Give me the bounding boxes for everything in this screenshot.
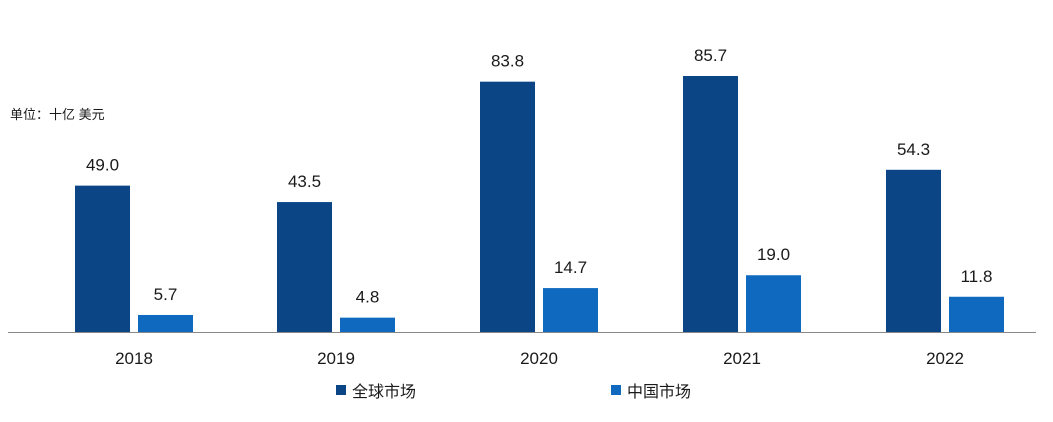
bar-global-2020 xyxy=(480,81,535,332)
data-label-global-2022: 54.3 xyxy=(897,140,930,159)
legend-item-china: 中国市场 xyxy=(611,378,691,402)
x-tick-label-2020: 2020 xyxy=(520,349,558,368)
legend-swatch-global xyxy=(336,385,346,395)
data-label-china-2019: 4.8 xyxy=(356,288,380,307)
data-label-global-2018: 49.0 xyxy=(86,156,119,175)
legend-label-china: 中国市场 xyxy=(627,384,692,401)
bar-china-2018 xyxy=(138,314,193,332)
bar-china-2019 xyxy=(340,317,395,332)
data-label-china-2018: 5.7 xyxy=(154,285,178,304)
x-tick-label-2019: 2019 xyxy=(317,349,355,368)
bar-global-2019 xyxy=(277,202,332,332)
data-label-china-2021: 19.0 xyxy=(757,245,790,264)
legend-item-global: 全球市场 xyxy=(336,378,416,402)
bar-global-2022 xyxy=(886,169,941,332)
data-label-global-2020: 83.8 xyxy=(491,52,524,71)
data-label-global-2021: 85.7 xyxy=(694,46,727,65)
bar-china-2020 xyxy=(543,288,598,332)
bar-global-2018 xyxy=(75,185,130,332)
bar-china-2022 xyxy=(949,296,1004,332)
bar-global-2021 xyxy=(683,76,738,332)
bar-china-2021 xyxy=(746,275,801,332)
legend: 全球市场 中国市场 xyxy=(0,378,1053,404)
x-tick-label-2021: 2021 xyxy=(723,349,761,368)
legend-swatch-china xyxy=(611,385,621,395)
legend-label-global: 全球市场 xyxy=(352,384,417,401)
x-tick-label-2022: 2022 xyxy=(926,349,964,368)
data-label-china-2020: 14.7 xyxy=(554,258,587,277)
data-label-china-2022: 11.8 xyxy=(961,267,993,286)
x-tick-label-2018: 2018 xyxy=(115,349,153,368)
data-label-global-2019: 43.5 xyxy=(288,172,321,191)
unit-label: 单位：十亿 美元 xyxy=(10,107,105,122)
